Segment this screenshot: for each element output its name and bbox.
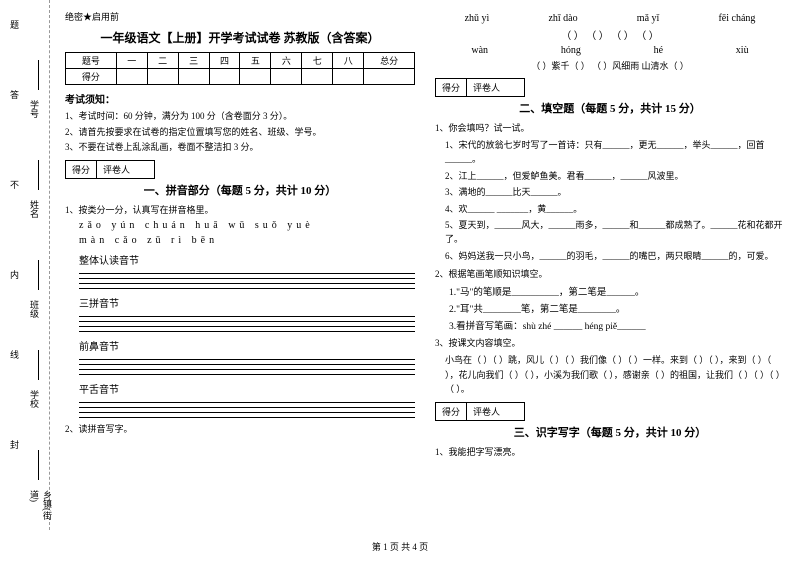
writing-lines[interactable] — [79, 312, 415, 332]
score-header: 八 — [333, 53, 364, 69]
stroke-question[interactable]: 2."耳"共________笔，第二笔是________。 — [449, 301, 785, 315]
section-2-title: 二、填空题（每题 5 分，共计 15 分） — [435, 100, 785, 116]
category-label: 整体认读音节 — [79, 252, 415, 267]
score-cell[interactable] — [240, 69, 271, 85]
field-name: 姓名 — [28, 200, 41, 218]
score-cell[interactable] — [333, 69, 364, 85]
score-header: 三 — [178, 53, 209, 69]
score-cell[interactable] — [147, 69, 178, 85]
score-table: 题号 一 二 三 四 五 六 七 八 总分 得分 — [65, 52, 415, 85]
notice-item: 1、考试时间：60 分钟，满分为 100 分（含卷面分 3 分）。 — [65, 110, 415, 123]
pinyin-word: hóng — [561, 45, 581, 56]
pinyin-row: zǎo yún chuán huā wū suǒ yuè — [79, 220, 415, 231]
grading-score-label: 得分 — [66, 161, 97, 178]
bind-line — [38, 260, 39, 290]
grading-box: 得分 评卷人 — [435, 78, 525, 97]
right-column: zhǔ yì zhī dào mǎ yǐ fēi cháng （ ） （ ） （… — [435, 10, 785, 520]
fill-item[interactable]: 6、妈妈送我一只小鸟，______的羽毛，______的嘴巴，两只眼睛_____… — [445, 249, 785, 263]
writing-lines[interactable] — [79, 355, 415, 375]
field-id: 学号 — [28, 100, 41, 118]
question-2-2: 2、根据笔画笔顺知识填空。 — [435, 267, 785, 280]
pinyin-word: xiù — [736, 45, 749, 56]
seal-mark: 线 — [8, 350, 21, 359]
score-header: 题号 — [66, 53, 117, 69]
field-class: 班级 — [28, 300, 41, 318]
section-1-title: 一、拼音部分（每题 5 分，共计 10 分） — [65, 182, 415, 198]
classification-label: 绝密★启用前 — [65, 10, 415, 23]
score-header: 六 — [271, 53, 302, 69]
answer-paren-row[interactable]: （ ） （ ） （ ） （ ） — [435, 27, 785, 42]
field-school: 学校 — [28, 390, 41, 408]
binding-column: 乡镇(街道) 封 学校 线 班级 内 姓名 不 学号 答 题 — [0, 0, 50, 530]
seal-mark: 答 — [8, 90, 21, 99]
page-footer: 第 1 页 共 4 页 — [0, 530, 800, 553]
pinyin-word: mǎ yǐ — [637, 13, 660, 24]
stroke-question[interactable]: 3.看拼音写笔画：shù zhé ______ héng piě______ — [449, 318, 785, 332]
score-header: 五 — [240, 53, 271, 69]
grading-score-label: 得分 — [436, 79, 467, 96]
question-2-1: 1、你会填吗？试一试。 — [435, 121, 785, 134]
pinyin-word: zhī dào — [548, 13, 577, 24]
score-cell[interactable] — [178, 69, 209, 85]
answer-paren-row[interactable]: （ ）紫千（ ） （ ）风细雨 山清水（ ） — [435, 59, 785, 72]
notice-title: 考试须知： — [65, 91, 415, 106]
grading-box: 得分 评卷人 — [65, 160, 155, 179]
fill-item[interactable]: 3、满地的______比天______。 — [445, 185, 785, 199]
left-column: 绝密★启用前 一年级语文【上册】开学考试试卷 苏教版（含答案） 题号 一 二 三… — [65, 10, 415, 520]
writing-lines[interactable] — [79, 269, 415, 289]
score-header: 一 — [116, 53, 147, 69]
category-label: 前鼻音节 — [79, 338, 415, 353]
pinyin-row: màn cǎo zū rì bēn — [79, 235, 415, 246]
category-label: 平舌音节 — [79, 381, 415, 396]
notice-item: 3、不要在试卷上乱涂乱画，卷面不整洁扣 3 分。 — [65, 141, 415, 154]
score-header: 四 — [209, 53, 240, 69]
score-cell[interactable] — [364, 69, 415, 85]
score-cell[interactable] — [302, 69, 333, 85]
score-cell[interactable] — [271, 69, 302, 85]
section-3-title: 三、识字写字（每题 5 分，共计 10 分） — [435, 424, 785, 440]
bind-line — [38, 60, 39, 90]
question-2-3: 3、按课文内容填空。 — [435, 336, 785, 349]
seal-mark: 不 — [8, 180, 21, 189]
stroke-question[interactable]: 1."马"的笔顺是__________，第二笔是______。 — [449, 284, 785, 298]
category-label: 三拼音节 — [79, 295, 415, 310]
grading-marker-label: 评卷人 — [467, 79, 506, 96]
pinyin-word: zhǔ yì — [465, 13, 490, 24]
score-header: 总分 — [364, 53, 415, 69]
grading-score-label: 得分 — [436, 403, 467, 420]
pinyin-prompt-row: zhǔ yì zhī dào mǎ yǐ fēi cháng — [435, 13, 785, 24]
bind-line — [38, 450, 39, 480]
seal-mark: 内 — [8, 270, 21, 279]
pinyin-word: hé — [654, 45, 663, 56]
pinyin-prompt-row: wàn hóng hé xiù — [435, 45, 785, 56]
score-cell[interactable] — [209, 69, 240, 85]
bind-line — [38, 160, 39, 190]
score-cell[interactable] — [116, 69, 147, 85]
pinyin-word: wàn — [471, 45, 488, 56]
field-township: 乡镇(街道) — [28, 490, 54, 530]
notice-item: 2、请首先按要求在试卷的指定位置填写您的姓名、班级、学号。 — [65, 126, 415, 139]
question-3-1: 1、我能把字写漂亮。 — [435, 445, 785, 458]
question-1-1: 1、按类分一分，认真写在拼音格里。 — [65, 203, 415, 216]
fill-item[interactable]: 4、欢______ _______，黄______。 — [445, 202, 785, 216]
fill-item[interactable]: 5、夏天到，______风大，______雨多，______和______都成熟… — [445, 218, 785, 247]
fill-item[interactable]: 1、宋代的放翁七岁时写了一首诗：只有______，更无______，举头____… — [445, 138, 785, 167]
score-row-label: 得分 — [66, 69, 117, 85]
grading-marker-label: 评卷人 — [97, 161, 136, 178]
grading-marker-label: 评卷人 — [467, 403, 506, 420]
fill-item[interactable]: 2、江上______，但爱鲈鱼美。君看______，______风波里。 — [445, 169, 785, 183]
exam-title: 一年级语文【上册】开学考试试卷 苏教版（含答案） — [65, 29, 415, 46]
grading-box: 得分 评卷人 — [435, 402, 525, 421]
score-header: 二 — [147, 53, 178, 69]
writing-lines[interactable] — [79, 398, 415, 418]
seal-mark: 题 — [8, 20, 21, 29]
score-header: 七 — [302, 53, 333, 69]
question-1-2: 2、读拼音写字。 — [65, 422, 415, 435]
pinyin-word: fēi cháng — [718, 13, 755, 24]
bind-line — [38, 350, 39, 380]
seal-mark: 封 — [8, 440, 21, 449]
fill-paragraph[interactable]: 小鸟在（ ）（ ）跳，风儿（ ）（ ）我们像（ ）（ ）一样。来到（ ）（ ），… — [445, 353, 785, 396]
